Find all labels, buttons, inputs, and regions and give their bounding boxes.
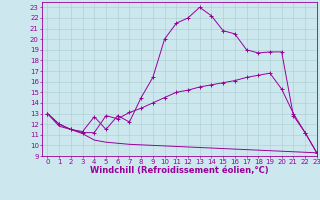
X-axis label: Windchill (Refroidissement éolien,°C): Windchill (Refroidissement éolien,°C) xyxy=(90,166,268,175)
